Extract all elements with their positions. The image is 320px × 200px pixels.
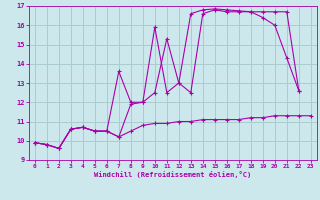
X-axis label: Windchill (Refroidissement éolien,°C): Windchill (Refroidissement éolien,°C) <box>94 171 252 178</box>
